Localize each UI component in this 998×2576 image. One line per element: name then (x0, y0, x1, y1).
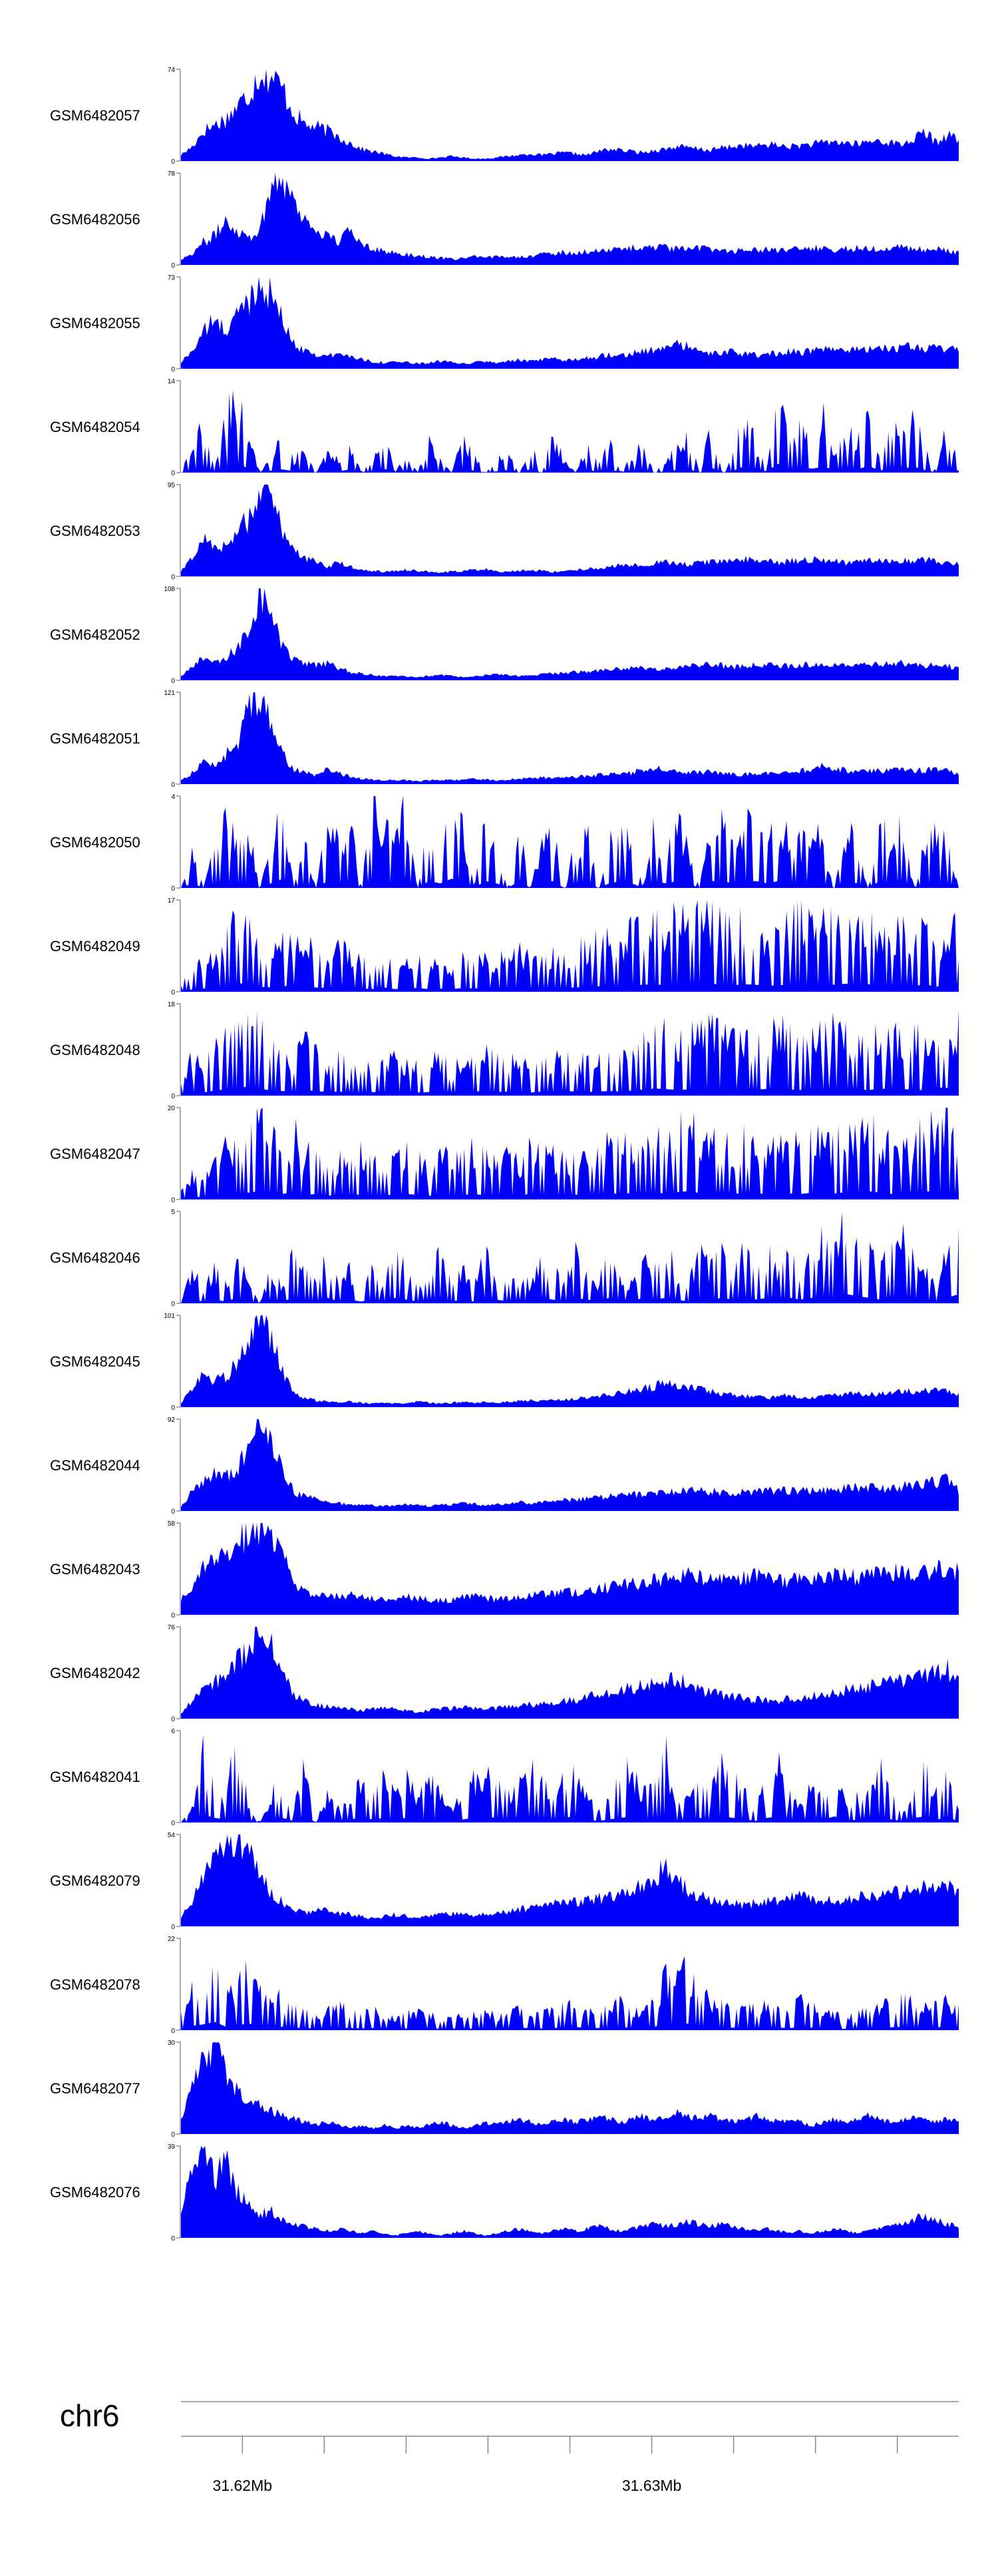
y-max-label: 18 (168, 1001, 176, 1008)
y-max-label: 95 (168, 482, 176, 489)
track-label: GSM6482077 (50, 2080, 140, 2097)
coverage-area (181, 173, 959, 265)
track-label: GSM6482079 (50, 1872, 140, 1889)
track-label: GSM6482047 (50, 1146, 140, 1162)
y-max-label: 121 (164, 690, 175, 697)
track-label: GSM6482042 (50, 1665, 140, 1681)
track-label: GSM6482053 (50, 523, 140, 539)
y-max-label: 20 (168, 1105, 176, 1112)
y-min-label: 0 (171, 781, 175, 789)
y-min-label: 0 (171, 2131, 175, 2139)
coverage-area (181, 1627, 959, 1719)
y-max-label: 6 (171, 1728, 175, 1735)
y-min-label: 0 (171, 470, 175, 477)
coverage-area (181, 692, 959, 784)
track-label: GSM6482057 (50, 107, 140, 124)
coverage-area (181, 1834, 959, 1926)
coverage-area (181, 1108, 959, 1199)
y-min-label: 0 (171, 1924, 175, 1931)
y-max-label: 101 (164, 1313, 175, 1320)
track-label: GSM6482045 (50, 1353, 140, 1370)
coverage-area (181, 2042, 959, 2134)
track-label: GSM6482076 (50, 2184, 140, 2201)
coordinate-label: 31.63Mb (622, 2477, 682, 2494)
track-label: GSM6482078 (50, 1976, 140, 1993)
coverage-area (181, 1212, 959, 1303)
y-max-label: 5 (171, 1209, 175, 1216)
y-max-label: 78 (168, 170, 176, 178)
coverage-area (181, 2146, 959, 2238)
y-max-label: 17 (168, 897, 176, 905)
y-max-label: 58 (168, 1520, 176, 1528)
y-min-label: 0 (171, 1301, 175, 1308)
y-min-label: 0 (171, 1197, 175, 1204)
y-max-label: 108 (164, 586, 175, 593)
y-max-label: 22 (168, 1936, 176, 1943)
coverage-area (181, 390, 959, 473)
y-min-label: 0 (171, 1508, 175, 1516)
y-min-label: 0 (171, 1820, 175, 1827)
track-label: GSM6482052 (50, 626, 140, 643)
coverage-area (181, 277, 959, 369)
y-min-label: 0 (171, 1093, 175, 1100)
coverage-area (181, 1010, 959, 1096)
track-label: GSM6482055 (50, 315, 140, 331)
y-min-label: 0 (171, 262, 175, 270)
coverage-area (181, 900, 959, 992)
y-min-label: 0 (171, 366, 175, 373)
y-min-label: 0 (171, 1612, 175, 1619)
coverage-area (181, 796, 959, 888)
y-max-label: 73 (168, 274, 176, 282)
y-min-label: 0 (171, 1716, 175, 1723)
y-max-label: 4 (171, 793, 175, 801)
track-label: GSM6482046 (50, 1249, 140, 1266)
coverage-area (181, 1419, 959, 1511)
coordinate-label: 31.62Mb (213, 2477, 273, 2494)
y-max-label: 14 (168, 378, 176, 385)
track-label: GSM6482043 (50, 1561, 140, 1578)
y-max-label: 74 (168, 67, 176, 74)
chromosome-label: chr6 (60, 2398, 119, 2433)
coverage-area (181, 1956, 959, 2030)
track-label: GSM6482044 (50, 1457, 140, 1474)
y-min-label: 0 (171, 885, 175, 893)
y-max-label: 76 (168, 1624, 176, 1631)
track-label: GSM6482049 (50, 938, 140, 955)
y-min-label: 0 (171, 989, 175, 996)
track-label: GSM6482041 (50, 1769, 140, 1785)
coverage-area (181, 1315, 959, 1407)
y-min-label: 0 (171, 574, 175, 581)
y-max-label: 30 (168, 2039, 176, 2047)
track-label: GSM6482048 (50, 1042, 140, 1058)
track-label: GSM6482054 (50, 419, 140, 435)
y-min-label: 0 (171, 2235, 175, 2243)
y-min-label: 0 (171, 678, 175, 685)
track-label: GSM6482050 (50, 834, 140, 851)
y-min-label: 0 (171, 158, 175, 166)
y-max-label: 54 (168, 1832, 176, 1839)
coverage-area (181, 485, 959, 576)
y-max-label: 39 (168, 2143, 176, 2151)
y-max-label: 92 (168, 1416, 176, 1424)
coverage-area (181, 1735, 959, 1823)
coverage-area (181, 1523, 959, 1615)
track-label: GSM6482056 (50, 211, 140, 228)
y-min-label: 0 (171, 1404, 175, 1412)
track-label: GSM6482051 (50, 730, 140, 747)
coverage-area (181, 588, 959, 680)
coverage-area (181, 69, 959, 161)
y-min-label: 0 (171, 2028, 175, 2035)
